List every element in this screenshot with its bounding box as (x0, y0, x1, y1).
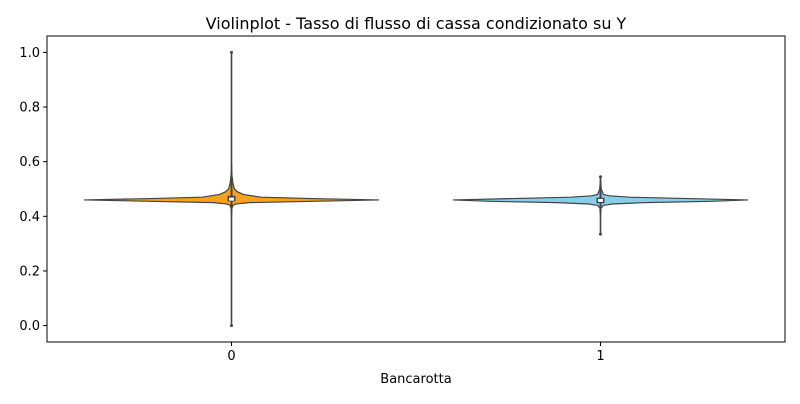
x-tick-label: 0 (227, 349, 235, 364)
plot-frame (46, 35, 786, 343)
y-tick-label: 0.8 (19, 101, 40, 116)
y-tick-label: 0.4 (19, 210, 40, 225)
violin-min-point-0 (230, 324, 233, 328)
violin-max-point-1 (599, 175, 602, 179)
x-tick-label: 1 (596, 349, 604, 364)
x-axis-label: Bancarotta (380, 372, 451, 387)
y-axis: 0.0 0.2 0.4 0.6 0.8 1.0 (19, 46, 47, 334)
violin-min-point-1 (599, 232, 602, 236)
chart-title: Violinplot - Tasso di flusso di cassa co… (206, 14, 627, 33)
violin-median-1 (598, 198, 603, 202)
y-tick-label: 0.6 (19, 155, 40, 170)
violin-median-0 (229, 197, 234, 201)
violin-max-point-0 (230, 50, 233, 54)
violins (83, 50, 749, 328)
y-tick-label: 0.2 (19, 264, 40, 279)
y-tick-label: 1.0 (19, 46, 40, 61)
y-tick-label: 0.0 (19, 319, 40, 334)
